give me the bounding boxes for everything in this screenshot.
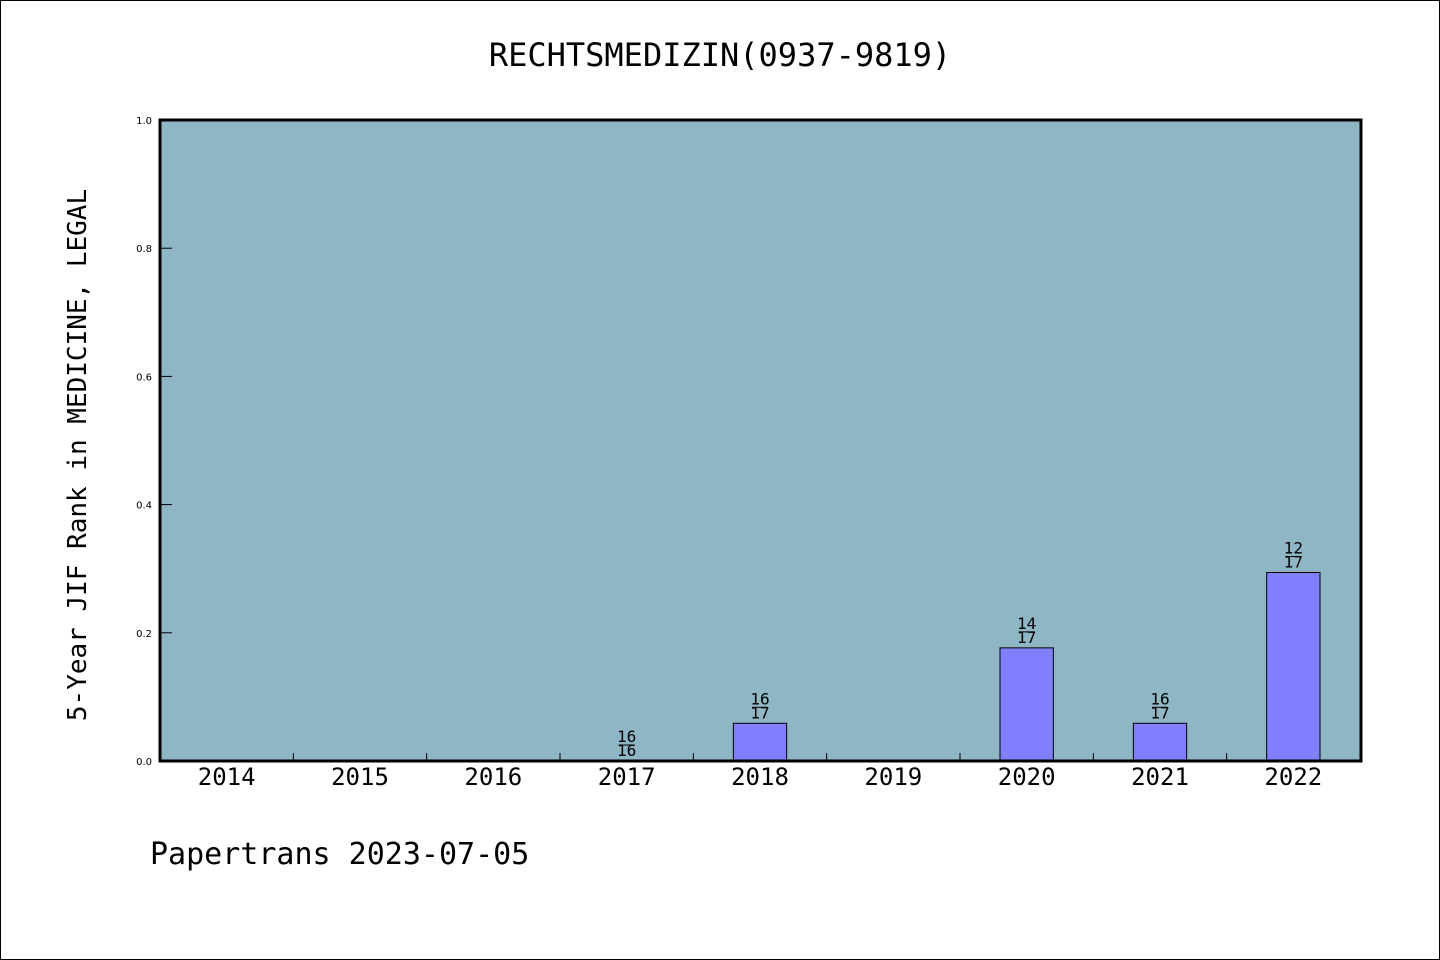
x-tick-label: 2019 [864, 763, 922, 791]
y-tick-label: 0.0 [136, 757, 152, 768]
y-tick-label: 0.4 [136, 501, 152, 512]
bar-label-total: 16 [617, 741, 636, 760]
bar-label-rank: 12 [1284, 538, 1303, 557]
x-tick-label: 2021 [1131, 763, 1189, 791]
x-tick-label: 2015 [331, 763, 389, 791]
x-tick-label: 2016 [464, 763, 522, 791]
bar-label-total: 17 [1150, 703, 1169, 722]
x-tick-label: 2022 [1264, 763, 1322, 791]
ticks-layer: 0.0 0.2 0.4 0.6 0.8 1.0 2014 2015 2016 2017 2018 20… [136, 116, 1322, 791]
y-tick-label: 0.6 [136, 372, 152, 383]
bar-label-rank: 16 [750, 689, 769, 708]
bar-label-rank: 16 [617, 727, 636, 746]
chart-title: RECHTSMEDIZIN(0937-9819) [489, 36, 951, 74]
bar [999, 647, 1054, 762]
footer-text: Papertrans 2023-07-05 [150, 837, 529, 872]
bar-label-total: 17 [1017, 628, 1036, 647]
x-tick-label: 2017 [598, 763, 656, 791]
plot-area [160, 120, 1361, 761]
x-tick-label: 2014 [198, 763, 256, 791]
bar-label-total: 17 [750, 703, 769, 722]
bar-label-rank: 16 [1150, 689, 1169, 708]
bar [1132, 722, 1188, 762]
y-tick-label: 0.8 [136, 244, 152, 255]
bar-label-rank: 14 [1017, 614, 1036, 633]
bar-label-total: 17 [1284, 552, 1303, 571]
x-tick-label: 2018 [731, 763, 789, 791]
bar [1266, 571, 1321, 762]
y-axis-label: 5-Year JIF Rank in MEDICINE, LEGAL [63, 189, 93, 721]
y-tick-label: 1.0 [136, 116, 152, 127]
x-tick-label: 2020 [998, 763, 1056, 791]
plot-border [158, 118, 1363, 763]
bar [732, 722, 788, 762]
y-tick-label: 0.2 [136, 629, 152, 640]
